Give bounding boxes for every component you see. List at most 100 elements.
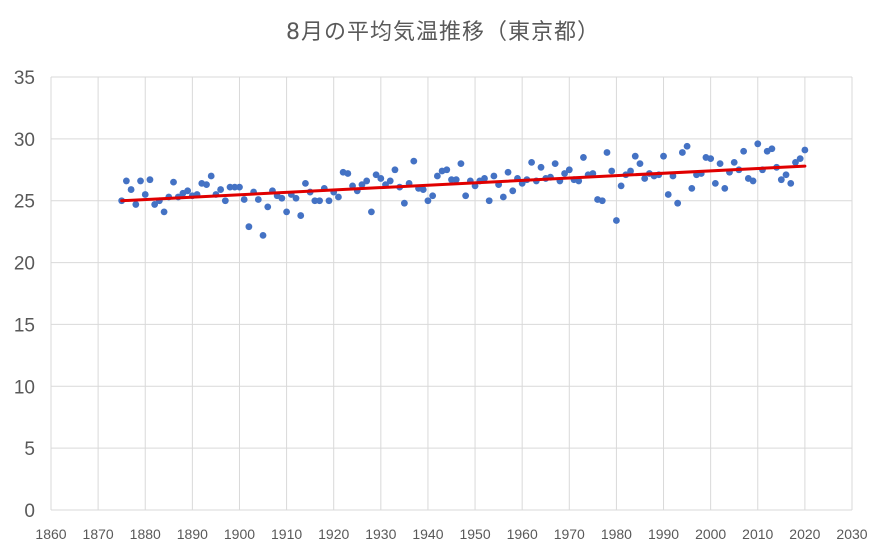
data-point [217, 186, 225, 193]
y-tick-label: 30 [14, 130, 35, 151]
data-point [754, 140, 762, 148]
data-point [641, 175, 649, 182]
x-tick-label: 1960 [507, 526, 538, 542]
data-point [627, 167, 634, 175]
data-point [565, 166, 573, 174]
data-point [221, 197, 229, 205]
data-point [433, 172, 441, 180]
data-point [561, 170, 568, 177]
data-point [452, 176, 460, 184]
data-point [240, 196, 248, 203]
y-axis-tick-labels: 0 5 10 15 20 25 30 35 [14, 68, 35, 522]
data-point [443, 166, 451, 174]
data-point [207, 172, 215, 180]
data-point [707, 155, 715, 163]
data-point [777, 176, 785, 184]
data-point [660, 152, 667, 160]
data-point [122, 177, 130, 185]
data-point [429, 192, 437, 200]
data-point [589, 170, 597, 177]
x-tick-label: 1920 [318, 526, 349, 542]
data-point [598, 197, 606, 205]
data-point [448, 176, 455, 184]
x-tick-label: 1980 [601, 526, 632, 542]
x-tick-label: 2010 [742, 526, 773, 542]
data-point [245, 223, 253, 231]
data-point [636, 160, 644, 168]
data-points [118, 140, 809, 239]
data-point [141, 191, 149, 198]
data-point [358, 181, 366, 189]
data-point [537, 163, 545, 171]
data-point [782, 171, 790, 179]
data-point [678, 149, 686, 156]
data-point [674, 199, 682, 207]
x-tick-label: 2030 [836, 526, 867, 542]
data-point [344, 170, 352, 177]
data-point [787, 179, 795, 187]
trendline [120, 164, 807, 203]
data-point [231, 183, 239, 191]
data-point [768, 145, 776, 153]
data-point [575, 177, 583, 185]
data-point [137, 177, 144, 185]
data-point [792, 158, 799, 166]
data-point [372, 171, 380, 179]
data-point [796, 155, 804, 163]
data-point [400, 199, 408, 207]
data-point [283, 208, 290, 216]
data-point [386, 177, 394, 185]
data-point [617, 182, 625, 190]
x-tick-label: 1930 [365, 526, 396, 542]
data-point [160, 208, 168, 216]
x-tick-label: 1870 [83, 526, 114, 542]
data-point [419, 186, 427, 193]
data-point [170, 178, 177, 186]
x-tick-label: 1940 [412, 526, 443, 542]
data-point [481, 175, 488, 182]
data-point [664, 191, 672, 198]
data-point [462, 192, 470, 200]
data-point [716, 160, 724, 168]
data-point [146, 176, 154, 184]
data-point [801, 146, 809, 154]
data-point [711, 179, 719, 187]
x-tick-label: 1910 [271, 526, 302, 542]
x-tick-label: 1900 [224, 526, 255, 542]
data-point [528, 158, 535, 166]
x-axis-tick-labels: 1860 1870 1880 1890 1900 1910 1920 1930 1940 1950… [35, 526, 867, 542]
data-point [254, 196, 262, 203]
gridlines [50, 76, 853, 511]
data-point [203, 181, 210, 189]
trendline-group [120, 164, 807, 203]
data-point [551, 160, 559, 168]
y-tick-label: 35 [14, 68, 35, 89]
data-point [325, 197, 333, 205]
data-point [424, 197, 432, 205]
x-tick-label: 1880 [130, 526, 161, 542]
data-point [151, 201, 159, 208]
data-point [363, 177, 371, 185]
data-point [457, 160, 465, 168]
y-tick-label: 10 [14, 377, 35, 398]
data-point [259, 231, 267, 239]
chart-title: 8月の平均気温推移（東京都） [286, 20, 600, 45]
data-point [613, 217, 620, 224]
data-point [226, 183, 234, 191]
data-point [688, 184, 696, 192]
data-point [184, 187, 192, 195]
data-point [631, 152, 639, 160]
x-tick-label: 1950 [459, 526, 490, 542]
data-point [485, 197, 493, 205]
data-point [316, 197, 323, 205]
data-point [264, 203, 272, 211]
y-tick-label: 0 [24, 501, 35, 522]
data-point [236, 183, 243, 191]
x-tick-label: 1890 [177, 526, 208, 542]
x-tick-label: 1990 [648, 526, 679, 542]
data-point [730, 158, 738, 166]
y-tick-label: 5 [24, 439, 35, 460]
y-tick-label: 25 [14, 192, 35, 213]
data-point [410, 157, 418, 165]
